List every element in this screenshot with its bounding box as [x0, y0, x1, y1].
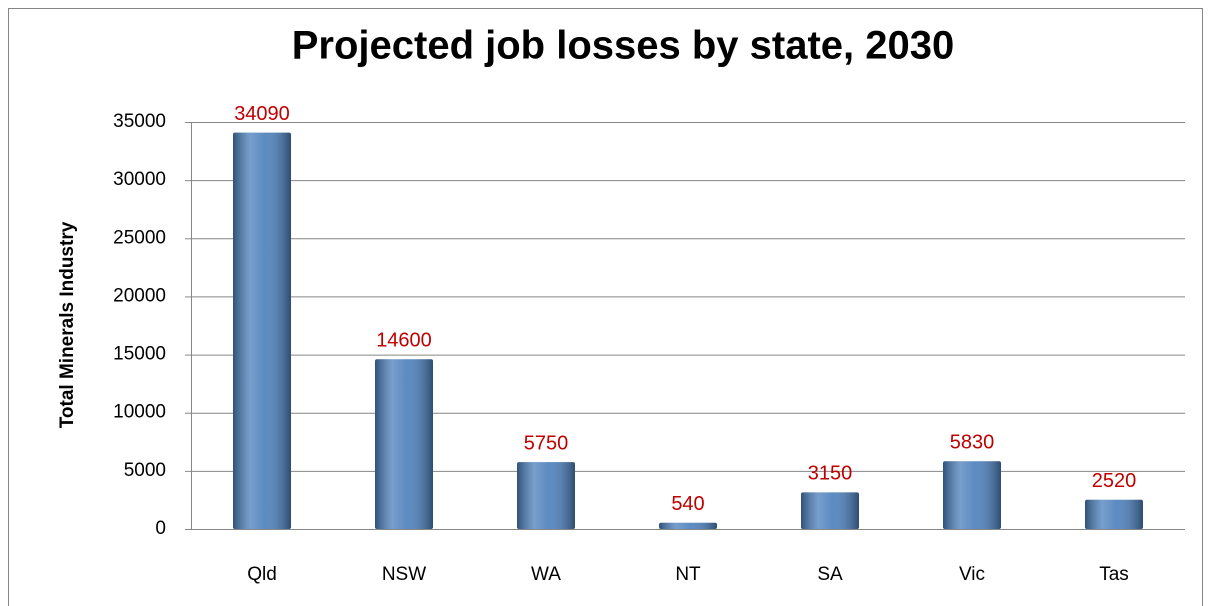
x-tick-label: Vic	[959, 564, 985, 585]
bar-shade	[517, 462, 575, 529]
y-tick-label: 10000	[113, 402, 166, 423]
y-tick-label: 30000	[113, 169, 166, 190]
bar-shade	[659, 522, 717, 529]
bar-shade	[801, 492, 859, 529]
y-tick-label: 35000	[113, 111, 166, 132]
y-tick-label: 20000	[113, 285, 166, 306]
y-tick-label: 0	[155, 518, 166, 539]
bar-shade	[943, 461, 1001, 529]
x-tick-label: WA	[531, 564, 561, 585]
bar-shade	[375, 359, 433, 529]
bar-shade	[233, 132, 291, 529]
x-tick-label: Qld	[247, 564, 277, 585]
data-label: 5750	[524, 432, 569, 454]
data-label: 5830	[950, 431, 995, 453]
y-axis-label: Total Minerals Industry	[57, 221, 78, 428]
data-label: 2520	[1092, 470, 1137, 492]
data-label: 34090	[234, 103, 290, 125]
y-tick-label: 25000	[113, 227, 166, 248]
data-label: 14600	[376, 330, 432, 352]
x-tick-label: NSW	[382, 564, 426, 585]
chart-border	[8, 8, 1203, 606]
bar-shade	[1085, 499, 1143, 529]
data-label: 540	[671, 493, 704, 515]
x-tick-label: Tas	[1099, 564, 1129, 585]
data-label: 3150	[808, 463, 853, 485]
y-tick-label: 15000	[113, 344, 166, 365]
x-tick-label: SA	[817, 564, 843, 585]
chart-title: Projected job losses by state, 2030	[292, 24, 955, 68]
x-tick-label: NT	[675, 564, 701, 585]
y-tick-label: 5000	[124, 460, 166, 481]
